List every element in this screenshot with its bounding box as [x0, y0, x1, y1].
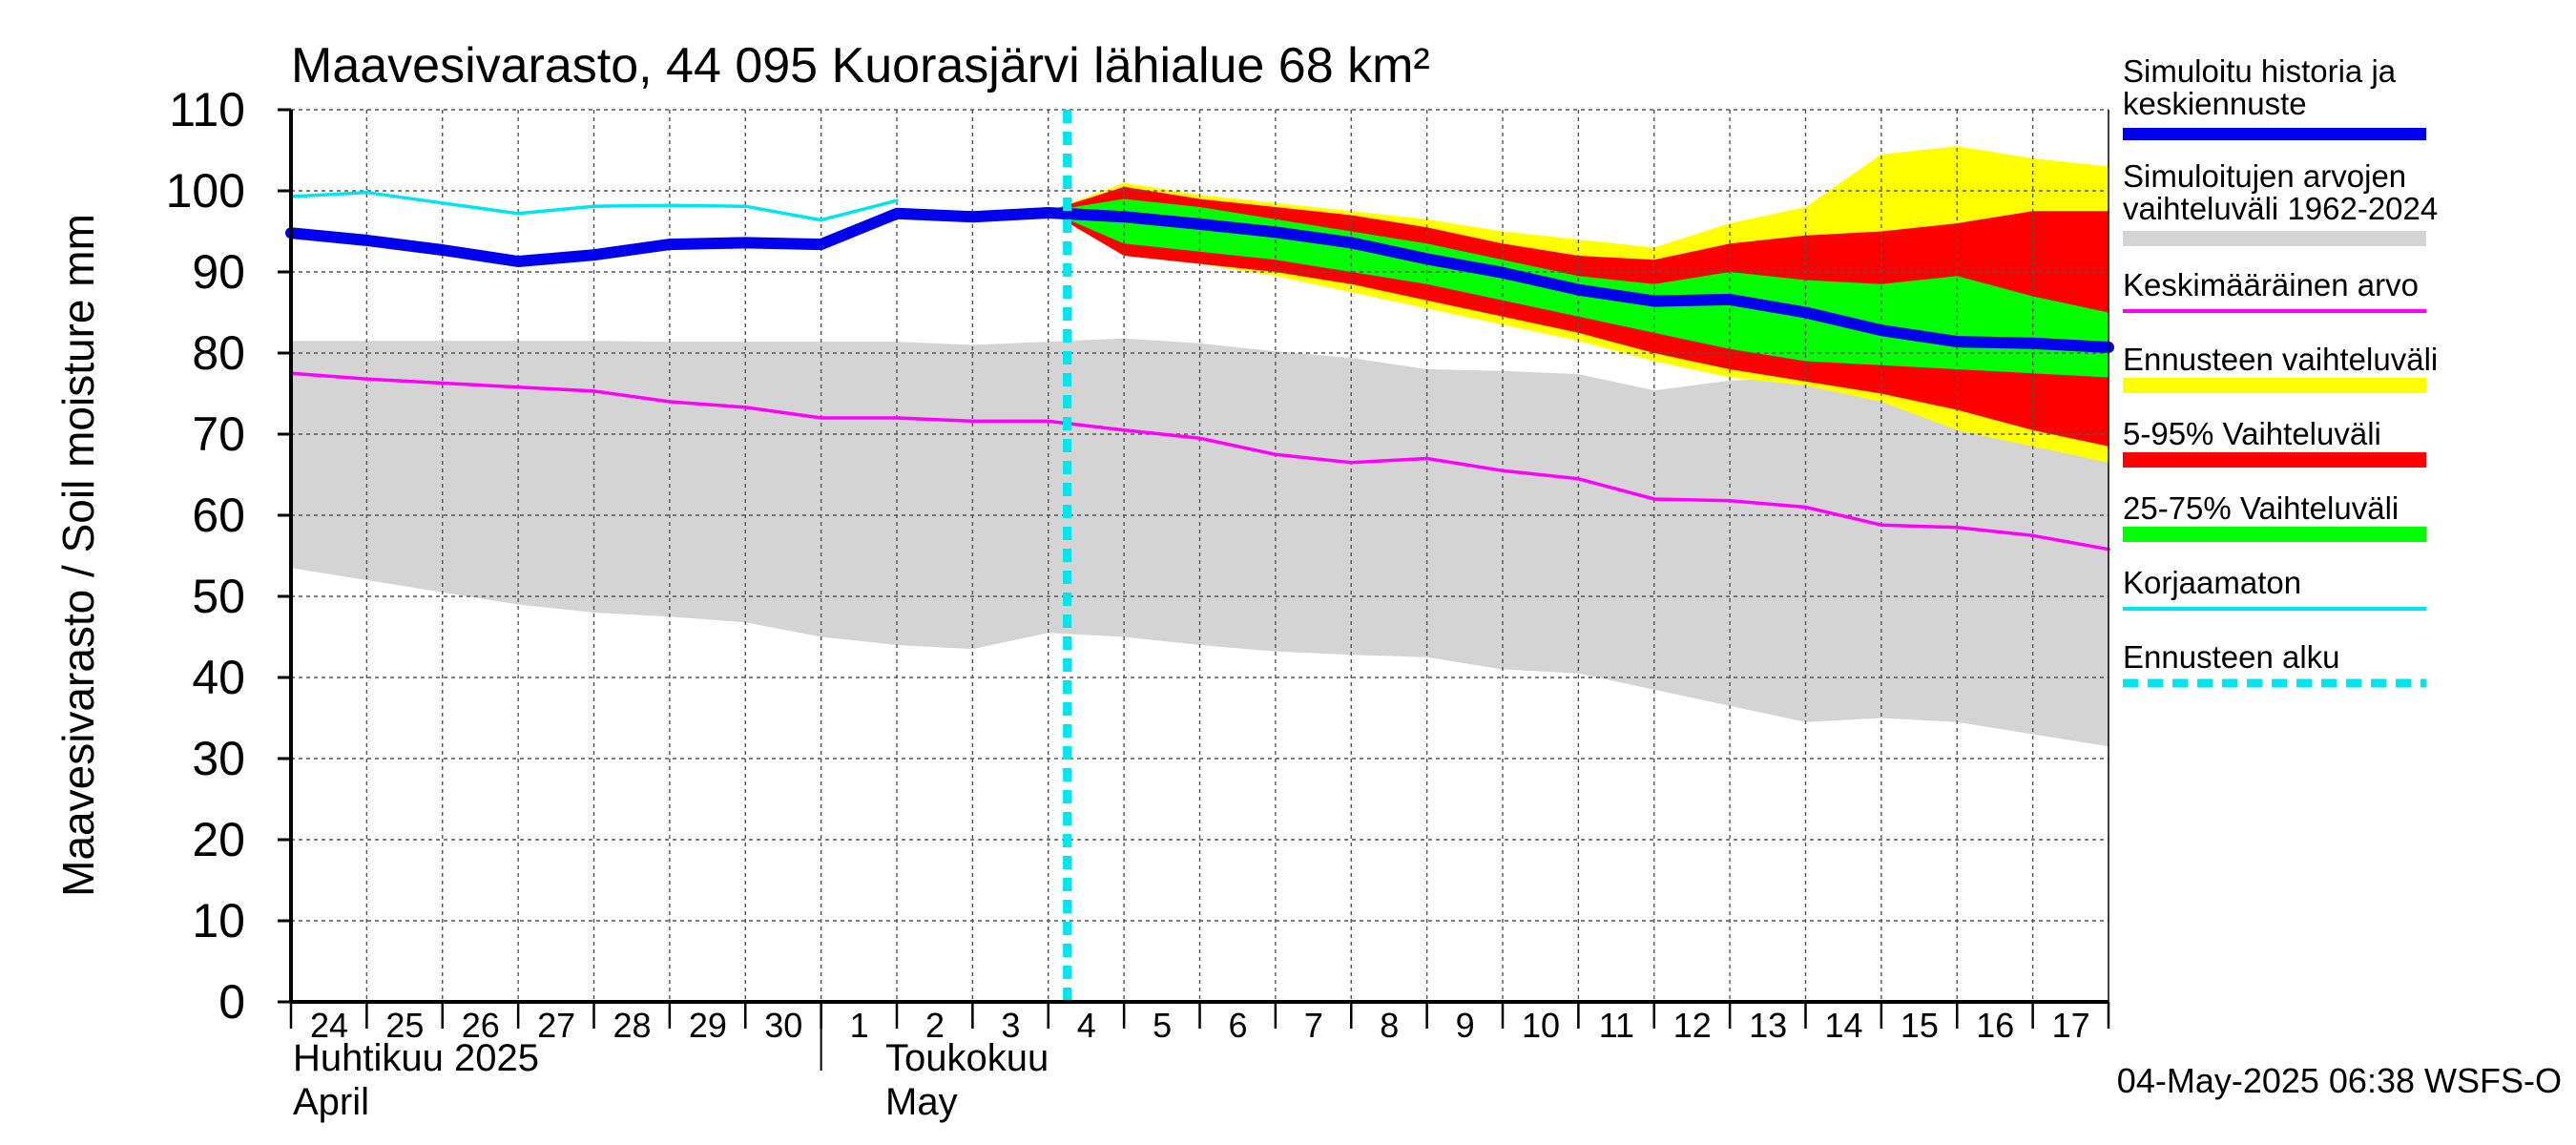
legend-swatch: [2123, 452, 2426, 468]
x-tick-label: 3: [1001, 1006, 1020, 1045]
legend-label: 25-75% Vaihteluväli: [2123, 490, 2399, 526]
x-tick-label: 17: [2052, 1006, 2090, 1045]
x-tick-label: 9: [1456, 1006, 1475, 1045]
x-tick-label: 16: [1976, 1006, 2014, 1045]
legend-swatch: [2123, 231, 2426, 246]
x-tick-label: 14: [1824, 1006, 1862, 1045]
x-tick-label: 10: [1522, 1006, 1560, 1045]
text-layer: Maavesivarasto, 44 095 Kuorasjärvi lähia…: [53, 38, 2562, 1123]
y-tick-label: 20: [192, 813, 245, 866]
x-tick-label: 1: [850, 1006, 869, 1045]
month-label-en: April: [293, 1081, 369, 1123]
x-tick-label: 30: [764, 1006, 802, 1045]
y-axis-label: Maavesivarasto / Soil moisture mm: [53, 214, 103, 897]
simulated-line: [285, 207, 2114, 353]
timestamp: 04-May-2025 06:38 WSFS-O: [2117, 1061, 2562, 1100]
y-tick-label: 110: [169, 83, 245, 136]
legend-label: Keskimääräinen arvo: [2123, 267, 2419, 302]
grid-layer: [291, 109, 2109, 1002]
x-tick-label: 25: [385, 1006, 424, 1045]
x-tick-label: 27: [537, 1006, 575, 1045]
legend-label: Simuloitu historia ja: [2123, 53, 2397, 89]
legend-swatch: [2123, 378, 2426, 393]
y-tick-label: 70: [192, 407, 245, 461]
legend-label-2: vaihteluväli 1962-2024: [2123, 191, 2438, 226]
legend-swatch: [2123, 128, 2426, 140]
lines-layer: [285, 110, 2114, 1002]
x-tick-label: 13: [1749, 1006, 1787, 1045]
x-tick-label: 15: [1901, 1006, 1939, 1045]
uncorrected-line: [289, 190, 899, 222]
x-tick-label: 5: [1153, 1006, 1172, 1045]
x-tick-label: 24: [310, 1006, 348, 1045]
x-tick-label: 6: [1228, 1006, 1247, 1045]
legend-label-2: keskiennuste: [2123, 86, 2307, 121]
x-tick-label: 11: [1599, 1006, 1634, 1045]
x-tick-label: 2: [925, 1006, 945, 1045]
month-label: Huhtikuu 2025: [293, 1037, 539, 1079]
legend-label: Ennusteen vaihteluväli: [2123, 342, 2438, 377]
x-tick-label: 28: [613, 1006, 651, 1045]
legend-swatch: [2123, 527, 2426, 542]
legend-label: Korjaamaton: [2123, 565, 2301, 600]
chart-title: Maavesivarasto, 44 095 Kuorasjärvi lähia…: [291, 38, 1430, 94]
y-tick-label: 80: [192, 326, 245, 380]
legend-label: Ennusteen alku: [2123, 639, 2340, 675]
x-tick-label: 29: [689, 1006, 727, 1045]
x-tick-label: 12: [1673, 1006, 1712, 1045]
x-tick-label: 8: [1380, 1006, 1399, 1045]
x-tick-label: 4: [1077, 1006, 1096, 1045]
history-mean-line: [289, 371, 2110, 552]
legend-label: 5-95% Vaihteluväli: [2123, 416, 2381, 451]
y-tick-label: 90: [192, 245, 245, 299]
x-tick-label: 7: [1304, 1006, 1323, 1045]
axes-layer: [278, 108, 2110, 1071]
y-tick-label: 100: [166, 164, 245, 218]
y-tick-label: 30: [192, 732, 245, 785]
month-label-en: May: [885, 1081, 958, 1123]
x-tick-label: 26: [462, 1006, 500, 1045]
y-tick-label: 60: [192, 489, 245, 542]
month-label: Toukokuu: [885, 1037, 1049, 1079]
y-tick-label: 10: [192, 894, 245, 947]
legend-label: Simuloitujen arvojen: [2123, 158, 2406, 194]
y-tick-label: 50: [192, 570, 245, 623]
y-tick-label: 0: [218, 975, 245, 1029]
y-tick-label: 40: [192, 651, 245, 704]
